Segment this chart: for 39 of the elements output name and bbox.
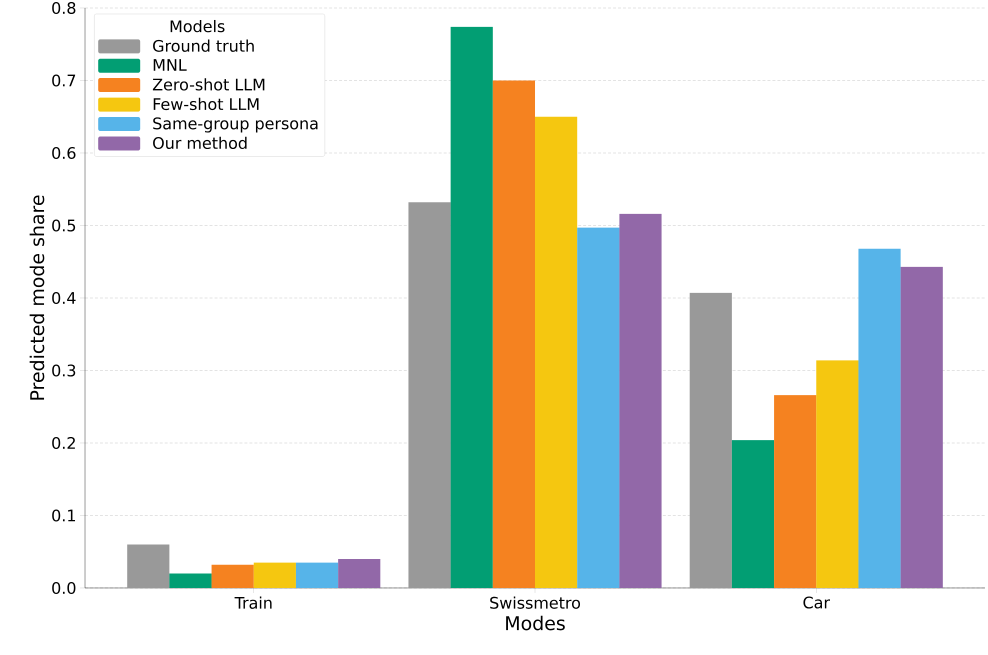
bar [212, 564, 254, 588]
bar [732, 440, 774, 588]
bar [535, 116, 578, 588]
bar [492, 80, 536, 588]
legend-title: Models [170, 20, 224, 32]
bar [619, 214, 662, 588]
x-tick-label: Train [234, 596, 272, 609]
legend-label: MNL [154, 59, 187, 71]
legend-label: Our method [153, 136, 247, 150]
y-tick-label: 0.4 [52, 292, 76, 304]
x-axis-title: Modes [506, 616, 565, 630]
legend-label: Few-shot LLM [154, 98, 258, 110]
y-tick-label: 0.1 [52, 509, 76, 522]
bar [816, 360, 858, 588]
bar [408, 202, 451, 588]
bar [577, 228, 620, 588]
bar [774, 395, 816, 588]
bar [296, 562, 338, 588]
y-tick-label: 0.6 [52, 146, 76, 160]
y-axis-title: Predicted mode share [30, 195, 44, 400]
bar [127, 544, 170, 588]
legend-label: Same-group persona [153, 117, 318, 133]
y-tick-label: 0.7 [52, 74, 76, 87]
legend-label: Zero-shot LLM [152, 78, 264, 91]
x-tick-label: Car [803, 596, 830, 609]
bar [338, 558, 380, 588]
legend-label: Ground truth [153, 40, 254, 52]
y-tick-label: 0.2 [52, 436, 75, 450]
bar [858, 248, 901, 588]
x-tick-label: Swissmetro [490, 596, 580, 609]
y-tick-label: 0.5 [52, 219, 76, 232]
y-tick-label: 0.3 [52, 364, 76, 377]
bar [254, 562, 296, 588]
y-tick-label: 0.8 [52, 2, 76, 14]
bar [450, 26, 493, 588]
y-tick-label: 0.0 [52, 582, 76, 594]
bar [169, 573, 212, 588]
bar [900, 266, 943, 588]
bar [690, 292, 732, 588]
